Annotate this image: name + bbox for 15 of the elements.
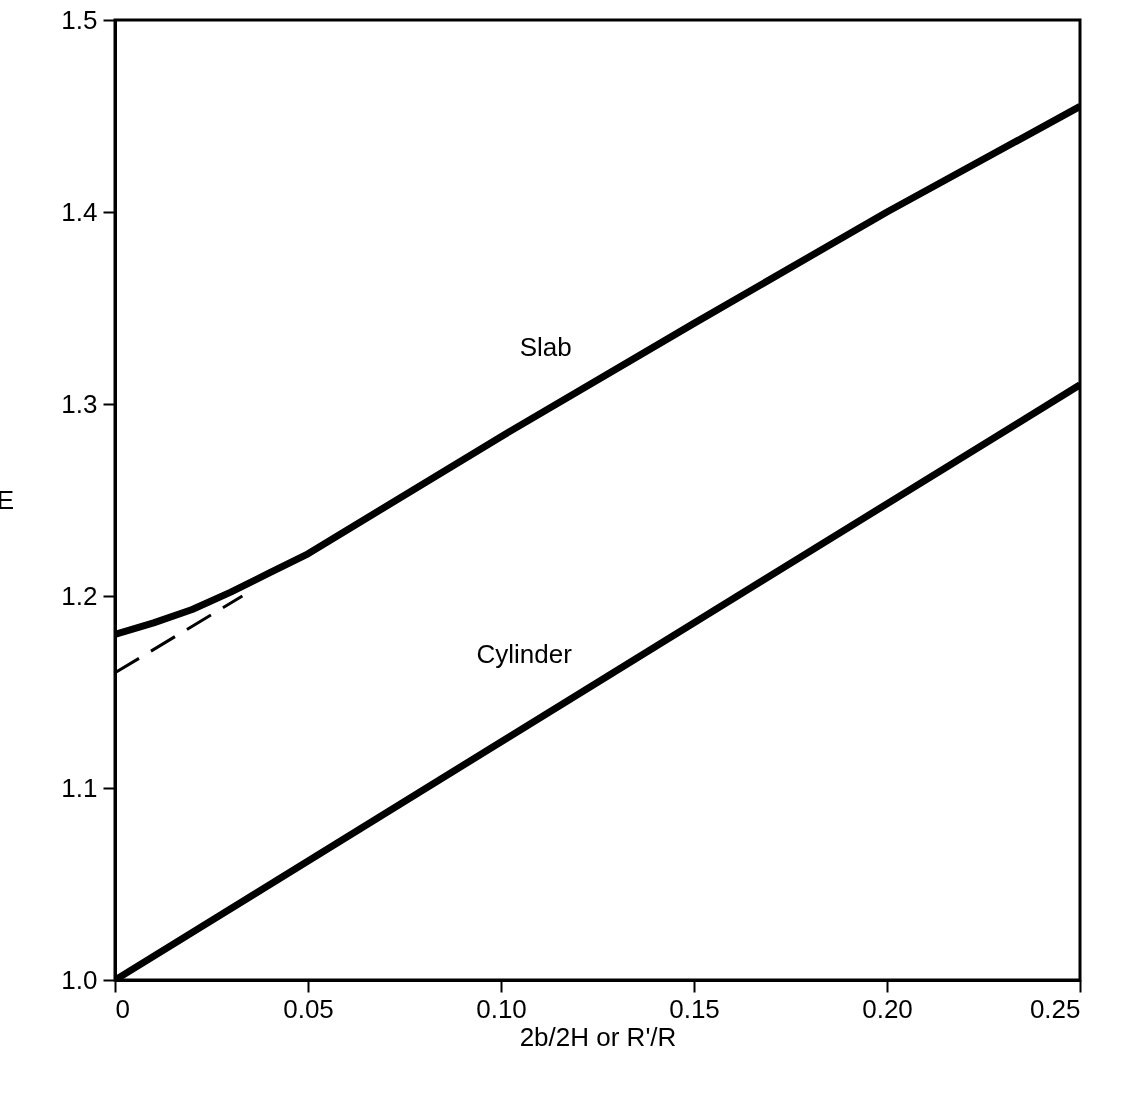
- x-tick-label: 0.10: [476, 993, 527, 1024]
- x-tick-label: 0.05: [283, 993, 334, 1024]
- x-tick-label: 0: [115, 993, 130, 1024]
- x-axis-title: 2b/2H or R'/R: [519, 1021, 677, 1052]
- y-tick-label: 1.0: [61, 964, 98, 995]
- x-tick-label: 0.25: [1029, 993, 1081, 1024]
- x-tick-label: 0.15: [669, 993, 720, 1024]
- x-tick-label: 0.20: [862, 993, 913, 1024]
- annotation: Cylinder: [476, 638, 573, 669]
- y-tick-label: 1.3: [61, 388, 98, 419]
- annotation: Slab: [519, 331, 572, 362]
- y-tick-label: 1.2: [61, 580, 98, 611]
- y-tick-label: 1.4: [61, 196, 98, 227]
- y-tick-label: 1.5: [61, 4, 98, 35]
- y-tick-label: 1.1: [61, 772, 98, 803]
